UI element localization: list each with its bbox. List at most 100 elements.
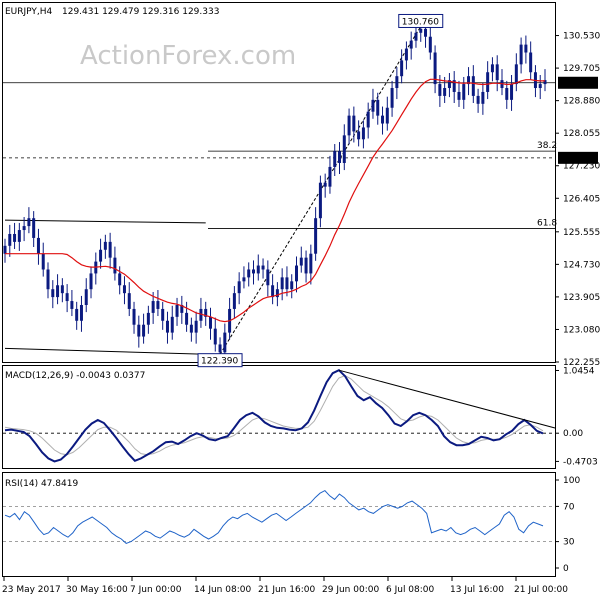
last-price-marker-box [558, 76, 598, 89]
candle-body [309, 253, 313, 274]
price-annotation: 130.760 [398, 13, 444, 28]
candle-body [151, 301, 155, 313]
fib-level-label: 61.8 [537, 218, 557, 228]
rsi-y-tick-label: 100 [563, 476, 580, 486]
candle-body [428, 36, 432, 53]
rsi-y-tick-label: 70 [563, 502, 575, 512]
candle-body [371, 99, 375, 112]
candle-body [361, 127, 365, 140]
candle-body [424, 28, 428, 37]
candle-body [22, 226, 26, 231]
price-y-tick-label: 122.255 [563, 358, 600, 368]
candle-body [199, 308, 203, 321]
macd-y-tick-label: -0.4703 [563, 457, 598, 467]
candle-body [457, 91, 461, 100]
candle-body [514, 64, 518, 85]
candle-body [338, 151, 342, 163]
candle-body [161, 308, 165, 321]
candle-body [237, 281, 241, 294]
candle-body [213, 328, 217, 345]
candle-body [347, 115, 351, 136]
candle-body [99, 249, 103, 262]
candle-body [409, 40, 413, 49]
x-tick-label: 21 Jul 00:00 [514, 585, 568, 595]
candle-body [8, 233, 12, 246]
candle-body [223, 332, 227, 353]
candle-body [381, 115, 385, 124]
last-price-marker: 129.333 [558, 76, 598, 89]
price-y-tick-label: 124.730 [563, 260, 600, 270]
candle-body [318, 182, 322, 219]
candle-body [261, 265, 265, 270]
candle-body [41, 253, 45, 270]
candle-body [529, 52, 533, 73]
x-tick-label: 6 Jul 08:00 [386, 585, 435, 595]
candle-body [251, 269, 255, 274]
candle-body [46, 269, 50, 290]
candle-body [122, 285, 126, 294]
candle-body [146, 312, 150, 325]
price-annotation-label: 130.760 [402, 17, 439, 27]
price-annotation-box [197, 353, 243, 368]
watermark: ActionForex.com [80, 41, 296, 71]
candle-body [56, 285, 60, 298]
candle-body [185, 312, 189, 325]
header-ohlc: 129.431 129.479 129.316 129.333 [62, 7, 219, 17]
candle-body [75, 308, 79, 321]
x-tick-label: 14 Jun 08:00 [194, 585, 251, 595]
candle-body [390, 88, 394, 108]
price-y-tick-label: 128.880 [563, 97, 600, 107]
candle-body [290, 281, 294, 290]
candle-body [352, 115, 356, 132]
candle-body [242, 277, 246, 282]
candle-body [376, 99, 380, 116]
x-tick-label: 29 Jun 00:00 [322, 585, 379, 595]
candle-body [271, 285, 275, 298]
macd-panel [2, 365, 556, 469]
price-y-tick-label: 128.055 [563, 129, 600, 139]
candle-body [486, 72, 490, 92]
candle-body [103, 241, 107, 250]
candle-body [476, 95, 480, 104]
fib-level-label: 38.2 [537, 141, 557, 151]
price-panel [2, 2, 556, 363]
candle-body [175, 304, 179, 317]
macd-y-tick-label: 1.0454 [563, 366, 595, 376]
rsi-y-tick-label: 0 [563, 564, 569, 574]
candle-body [524, 44, 528, 53]
candle-body [495, 64, 499, 81]
candle-body [108, 241, 112, 258]
candle-body [385, 107, 389, 124]
candle-body [247, 269, 251, 278]
candle-body [323, 182, 327, 187]
candle-body [505, 88, 509, 100]
candle-body [510, 84, 514, 100]
price-trendline [4, 219, 206, 224]
candle-body [333, 151, 337, 167]
candle-body [208, 316, 212, 329]
candle-body [280, 277, 284, 290]
candle-body [84, 289, 88, 305]
candle-body [519, 44, 523, 65]
price-y-tick-label: 129.705 [563, 64, 600, 74]
candle-body [60, 285, 64, 294]
moving-average-line [5, 78, 545, 323]
candle-body [89, 273, 93, 290]
candle-body [285, 277, 289, 290]
candle-body [256, 265, 260, 274]
price-annotation-label: 122.390 [201, 357, 238, 367]
candle-body [447, 80, 451, 89]
candle-body [404, 48, 408, 61]
price-annotation-box [398, 13, 444, 28]
x-tick-label: 13 Jul 16:00 [450, 585, 504, 595]
candle-body [137, 324, 141, 337]
candle-body [342, 135, 346, 163]
candle-body [481, 91, 485, 104]
candle-body [170, 316, 174, 333]
x-tick-label: 23 May 2017 [2, 585, 61, 595]
candle-body [304, 257, 308, 274]
candle-body [357, 131, 361, 140]
price-y-tick-label: 123.905 [563, 293, 600, 303]
candle-body [275, 289, 279, 298]
